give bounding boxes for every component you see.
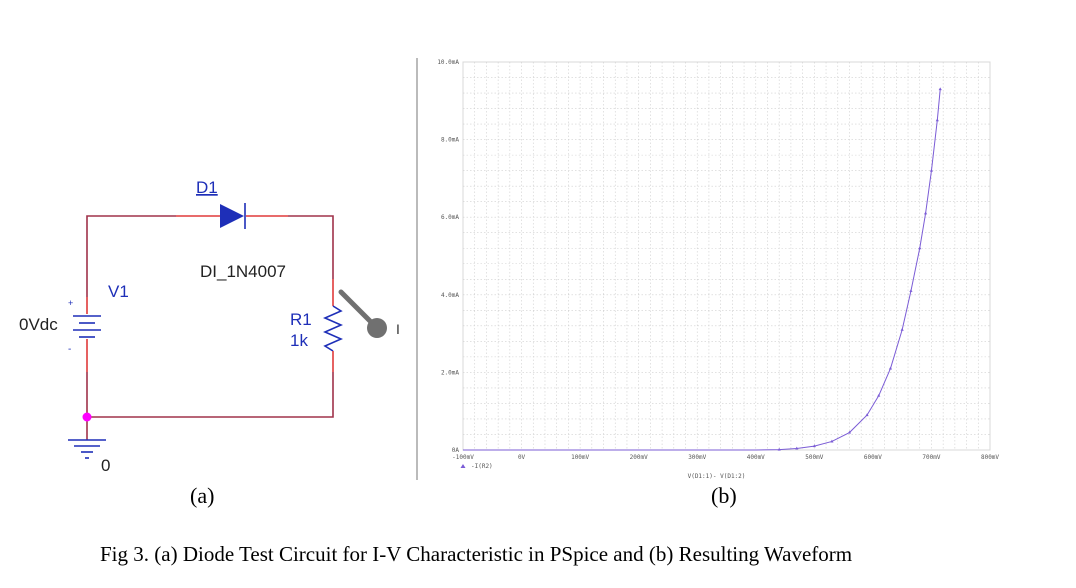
wire-top-right bbox=[288, 215, 334, 279]
ground-label: 0 bbox=[101, 456, 110, 475]
resistor-ref-label: R1 bbox=[290, 310, 312, 329]
figure-caption: Fig 3. (a) Diode Test Circuit for I-V Ch… bbox=[100, 542, 852, 566]
x-tick-label: 500mV bbox=[805, 454, 823, 461]
diode-ref-label: D1 bbox=[196, 178, 218, 197]
series-point bbox=[900, 327, 904, 331]
resistor-r1 bbox=[323, 279, 343, 372]
diode-model-label: DI_1N4007 bbox=[200, 262, 286, 281]
iv-waveform-chart: 0A 2.0mA 4.0mA 6.0mA 8.0mA 10.0mA -100mV 0V 100m… bbox=[437, 59, 999, 480]
y-tick-label: 0A bbox=[452, 447, 460, 454]
plot-area bbox=[462, 61, 991, 451]
legend-marker-icon bbox=[460, 464, 466, 468]
source-plus-sign: + bbox=[68, 298, 73, 308]
x-tick-label: 600mV bbox=[864, 454, 882, 461]
source-ref-label: V1 bbox=[108, 282, 129, 301]
x-tick-label: 400mV bbox=[747, 454, 765, 461]
series-point bbox=[777, 447, 781, 451]
voltage-source-v1 bbox=[73, 297, 101, 372]
series-point bbox=[795, 446, 799, 450]
series-point bbox=[830, 439, 834, 443]
series-point bbox=[877, 393, 881, 397]
x-tick-label: 700mV bbox=[922, 454, 940, 461]
node-dot bbox=[82, 412, 92, 422]
legend-label: -I(R2) bbox=[471, 463, 493, 470]
y-tick-label: 6.0mA bbox=[441, 214, 459, 221]
current-probe-icon bbox=[338, 289, 387, 338]
source-minus-sign: - bbox=[68, 344, 71, 355]
diode-d1 bbox=[176, 203, 288, 229]
series-point bbox=[865, 413, 869, 417]
series-point bbox=[909, 289, 913, 292]
panel-label-b: (b) bbox=[711, 483, 737, 508]
x-axis-title: V(D1:1)- V(D1:2) bbox=[688, 473, 746, 480]
wire-top-left bbox=[86, 215, 176, 297]
series-point bbox=[938, 87, 942, 91]
x-tick-label: 100mV bbox=[571, 454, 589, 461]
x-tick-label: 300mV bbox=[688, 454, 706, 461]
series-point bbox=[929, 168, 934, 172]
grid bbox=[463, 62, 990, 450]
y-tick-label: 10.0mA bbox=[437, 59, 459, 66]
y-tick-label: 4.0mA bbox=[441, 292, 459, 299]
y-tick-label: 2.0mA bbox=[441, 369, 459, 376]
resistor-value-label: 1k bbox=[290, 331, 308, 350]
ground-icon bbox=[68, 439, 106, 459]
series-point bbox=[923, 211, 928, 215]
panel-label-a: (a) bbox=[190, 483, 214, 508]
y-tick-label: 8.0mA bbox=[441, 137, 459, 144]
series-point bbox=[812, 444, 816, 448]
x-tick-label: 800mV bbox=[981, 454, 999, 461]
series-point bbox=[935, 118, 939, 122]
x-tick-label: -100mV bbox=[452, 454, 474, 461]
source-value-label: 0Vdc bbox=[19, 315, 58, 334]
series-point bbox=[888, 366, 893, 370]
series-point bbox=[918, 246, 922, 250]
x-tick-label: 0V bbox=[518, 454, 526, 461]
diode-triangle bbox=[220, 204, 244, 228]
x-tick-label: 200mV bbox=[630, 454, 648, 461]
circuit-schematic: D1 DI_1N4007 + - V1 0Vdc R1 1k I bbox=[19, 178, 400, 475]
wire-bottom bbox=[86, 372, 334, 418]
probe-label: I bbox=[396, 321, 400, 337]
series-point bbox=[847, 430, 852, 434]
